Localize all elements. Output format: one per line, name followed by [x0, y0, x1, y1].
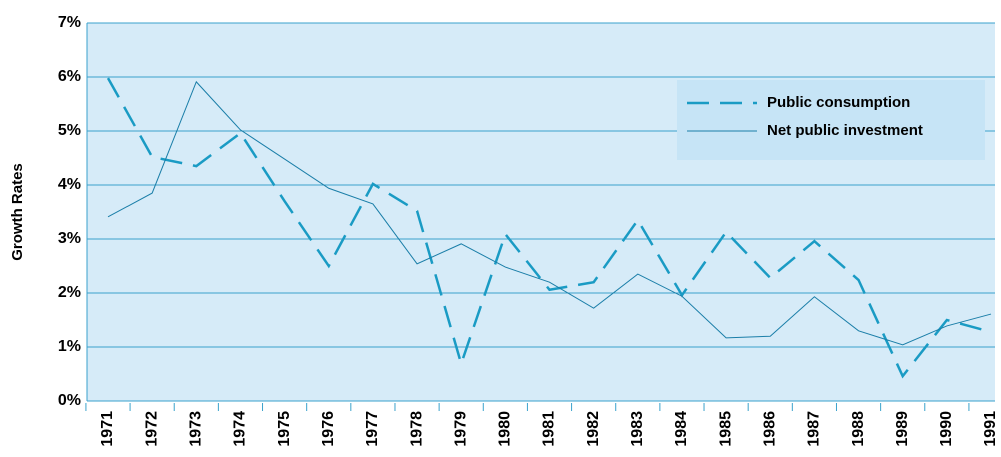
y-axis-label: Growth Rates [9, 163, 26, 261]
plot-area [87, 23, 995, 401]
y-tick-label: 1% [58, 338, 81, 355]
y-tick-label: 5% [58, 122, 81, 139]
x-tick-label: 1971 [99, 411, 116, 447]
x-tick-label: 1991 [982, 411, 999, 447]
x-tick-label: 1979 [452, 411, 469, 447]
y-tick-label: 2% [58, 284, 81, 301]
legend-label: Public consumption [767, 94, 910, 111]
x-tick-label: 1984 [673, 411, 690, 447]
x-tick-label: 1989 [894, 411, 911, 447]
x-tick-label: 1973 [188, 411, 205, 447]
y-tick-label: 0% [58, 392, 81, 409]
x-tick-label: 1985 [717, 411, 734, 447]
x-tick-label: 1977 [364, 411, 381, 447]
x-tick-label: 1986 [761, 411, 778, 447]
x-tick-label: 1981 [541, 411, 558, 447]
x-tick-label: 1978 [408, 411, 425, 447]
legend-box [677, 80, 985, 160]
x-tick-label: 1980 [497, 411, 514, 447]
legend: Public consumption Net public investment [677, 80, 985, 160]
x-tick-label: 1972 [143, 411, 160, 447]
legend-label: Net public investment [767, 122, 923, 139]
y-tick-label: 4% [58, 176, 81, 193]
series-line [106, 77, 992, 379]
y-tick-label: 3% [58, 230, 81, 247]
x-tick-label: 1988 [850, 411, 867, 447]
y-tick-label: 7% [58, 14, 81, 31]
x-tick-label: 1975 [276, 411, 293, 447]
series-line [107, 80, 992, 346]
x-tick-label: 1982 [585, 411, 602, 447]
x-tick-label: 1976 [320, 411, 337, 447]
x-tick-label: 1990 [938, 411, 955, 447]
x-tick-label: 1987 [806, 411, 823, 447]
y-tick-label: 6% [58, 68, 81, 85]
x-tick-label: 1974 [232, 411, 249, 447]
x-tick-label: 1983 [629, 411, 646, 447]
